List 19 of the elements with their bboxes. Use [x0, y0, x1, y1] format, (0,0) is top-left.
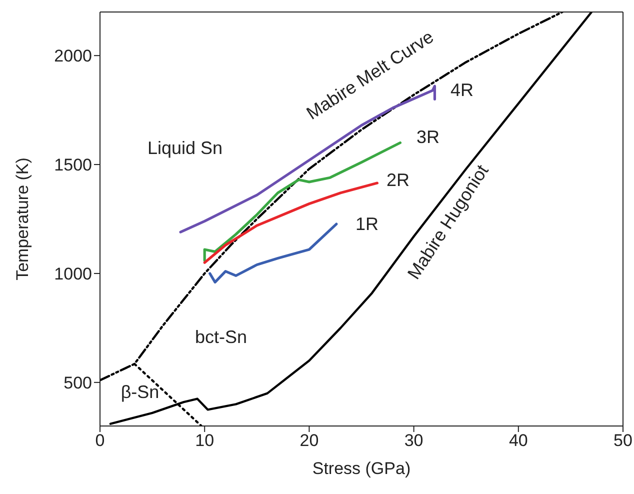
annotation: 2R — [386, 170, 410, 190]
annotation: bct-Sn — [194, 327, 248, 347]
y-tick-label: 1500 — [54, 156, 92, 175]
annotation: β-Sn — [120, 382, 160, 402]
y-tick-label: 1000 — [54, 264, 92, 284]
annotation: 4R — [450, 80, 474, 100]
y-tick-label: 2000 — [54, 46, 92, 66]
x-tick-label: 30 — [404, 431, 424, 450]
annotation: 1R — [355, 214, 379, 234]
x-axis-title: Stress (GPa) — [312, 459, 411, 478]
x-tick-label: 0 — [95, 431, 105, 450]
annotation: 3R — [416, 127, 440, 147]
y-axis-title: Temperature (K) — [13, 158, 32, 280]
x-tick-label: 20 — [300, 431, 319, 450]
x-tick-label: 50 — [614, 431, 632, 450]
y-tick-label: 500 — [64, 373, 92, 392]
x-tick-label: 40 — [508, 431, 528, 450]
annotation: Liquid Sn — [147, 138, 223, 158]
x-tick-label: 10 — [195, 431, 214, 450]
